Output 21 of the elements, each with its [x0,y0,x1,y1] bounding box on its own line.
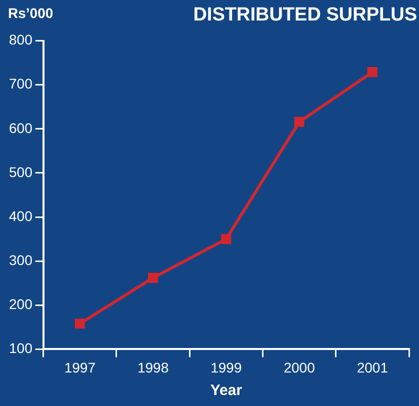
y-tick-label: 300 [9,252,33,268]
x-tick-label: 2001 [356,359,388,376]
point [294,116,304,127]
y-tick-label: 500 [9,164,33,180]
x-axis-title: Year [210,382,242,400]
y-tick-label: 100 [9,340,33,356]
x-tick-label: 1999 [210,359,242,376]
chart-title: DISTRIBUTED SURPLUS [193,4,417,26]
y-tick-label: 600 [9,120,33,136]
y-tick-label: 400 [9,208,33,224]
x-tick-label: 2000 [284,359,316,376]
y-tick-label: 800 [9,32,33,48]
x-tick-label: 1998 [137,359,169,376]
point [148,272,158,283]
y-tick-label: 700 [9,76,33,92]
y-tick-label: 200 [9,296,33,312]
point [367,67,378,78]
point [74,318,85,329]
point [221,234,232,244]
y-axis-title: Rs’000 [8,4,54,21]
x-tick-label: 1997 [64,359,96,376]
